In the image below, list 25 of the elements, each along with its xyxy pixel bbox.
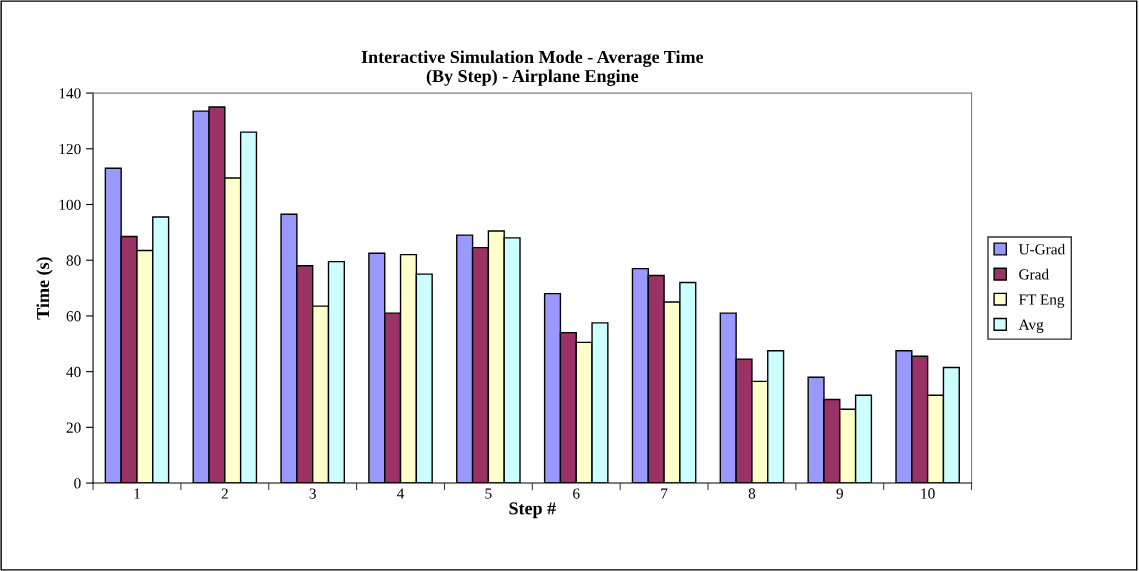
legend-label: FT Eng [1018,294,1065,308]
y-tick-label: 20 [66,422,81,433]
x-axis-title: Step # [509,502,556,519]
chart-title: Interactive Simulation Mode - Average Time (By Step) - Airplane Engine [361,50,704,86]
y-tick-label: 80 [66,255,81,266]
y-tick-label: 120 [59,143,81,155]
legend-label: Avg [1018,319,1044,333]
x-tick-label: 6 [573,488,580,499]
x-tick-label: 9 [836,488,843,499]
x-tick-label: 5 [485,488,492,499]
legend-label: U-Grad [1018,243,1066,255]
legend-label: Grad [1019,268,1049,280]
x-tick-label: 7 [661,488,668,499]
y-tick-label: 100 [59,199,81,210]
y-tick-label: 140 [59,88,81,99]
x-tick-label: 2 [221,488,228,499]
y-tick-label: 40 [66,366,81,378]
y-tick-label: 60 [66,311,81,322]
x-tick-label: 3 [309,488,316,499]
x-tick-label: 10 [921,488,935,499]
x-tick-label: 4 [397,488,405,499]
y-tick-label: 0 [74,478,81,489]
y-axis-title: Time (s) [36,257,53,320]
x-tick-label: 8 [748,488,756,499]
x-tick-label: 1 [134,488,140,499]
